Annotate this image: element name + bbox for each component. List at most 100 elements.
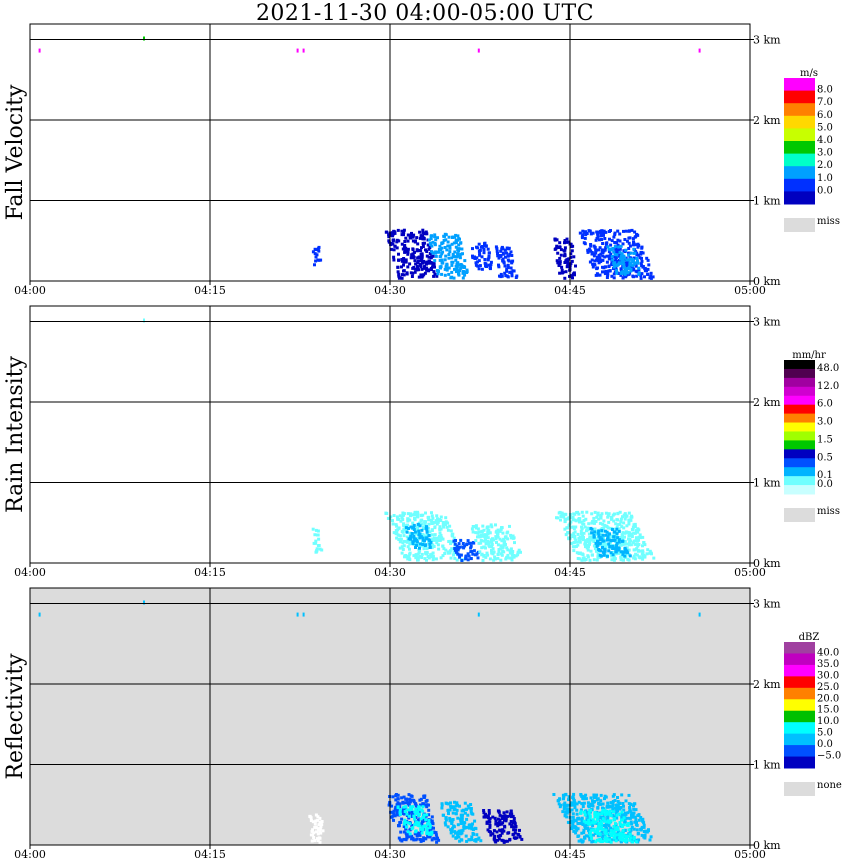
- colorbar-swatch: [784, 166, 815, 180]
- precip-echo: [470, 523, 522, 562]
- colorbar-swatch: [784, 745, 815, 758]
- echo-dot: [698, 612, 701, 617]
- colorbar-label: 5.0: [817, 122, 833, 133]
- colorbar-units: dBZ: [799, 632, 820, 643]
- y-tick-label: 2 km: [753, 678, 781, 691]
- colorbar-legend: m/s 8.07.0 6.05.0 4.0 3.02.0 1.00.0 miss: [784, 68, 840, 232]
- colorbar-label: 8.0: [817, 85, 833, 96]
- precip-echo: [452, 538, 480, 562]
- echo-dot: [296, 48, 299, 53]
- colorbar-label: 1.5: [817, 434, 833, 445]
- x-tick-label: 04:45: [554, 848, 586, 861]
- colorbar-label: 0.5: [817, 452, 833, 463]
- colorbar-legend: mm/hr 48.0 12.0 6.0 3.0 1.5 0.5 0.10.0 miss: [784, 350, 840, 522]
- colorbar-label: 4.0: [817, 135, 833, 146]
- panel-3: 04:00 04:15 04:30 04:45 05:000 km 1 km 2 km 3 k…: [3, 587, 842, 861]
- precip-echo: [427, 232, 469, 280]
- colorbar-label: 6.0: [817, 110, 833, 121]
- x-tick-label: 04:30: [374, 848, 406, 861]
- precip-echo: [308, 813, 325, 844]
- colorbar-swatch: [784, 710, 815, 723]
- colorbar-legend: dBZ 40.035.030.025.020.015.010.05.00.0−5.…: [784, 632, 842, 796]
- precip-echo: [387, 793, 441, 844]
- x-tick-label: 04:15: [194, 284, 226, 297]
- colorbar-swatch: [784, 413, 815, 424]
- colorbar-swatch: [784, 699, 815, 712]
- colorbar-swatch: [784, 458, 815, 468]
- colorbar-swatch: [784, 431, 815, 441]
- x-tick-label: 04:00: [14, 284, 46, 297]
- precip-echo: [606, 244, 641, 276]
- y-tick-label: 1 km: [753, 195, 781, 208]
- colorbar-label: 7.0: [817, 97, 833, 108]
- y-tick-label: 2 km: [753, 396, 781, 409]
- colorbar-label: 48.0: [817, 363, 839, 374]
- colorbar-swatch: [784, 467, 815, 477]
- precip-echo: [494, 245, 519, 279]
- colorbar-label: 12.0: [817, 381, 839, 392]
- colorbar-swatch: [784, 756, 815, 769]
- y-axis-label: Fall Velocity: [3, 84, 28, 220]
- echo-dot: [698, 48, 701, 53]
- page-title: 2021-11-30 04:00-05:00 UTC: [255, 1, 595, 26]
- x-tick-label: 05:00: [734, 848, 766, 861]
- x-tick-label: 04:30: [374, 566, 406, 579]
- x-tick-label: 04:45: [554, 284, 586, 297]
- x-tick-label: 04:00: [14, 566, 46, 579]
- colorbar-swatch: [784, 78, 815, 92]
- precip-echo: [311, 527, 324, 554]
- y-tick-label: 2 km: [753, 114, 781, 127]
- x-tick-label: 04:30: [374, 284, 406, 297]
- colorbar-swatch: [784, 687, 815, 700]
- colorbar-miss-label: miss: [817, 506, 840, 517]
- colorbar-label: 5.0: [817, 728, 833, 739]
- colorbar-miss-swatch: [784, 218, 815, 232]
- x-tick-label: 05:00: [734, 566, 766, 579]
- colorbar-swatch: [784, 103, 815, 117]
- echo-dot: [143, 36, 145, 41]
- precip-echo: [589, 526, 632, 558]
- precip-echo: [579, 808, 638, 844]
- colorbar-swatch: [784, 449, 815, 459]
- colorbar-units: m/s: [800, 68, 818, 79]
- colorbar-miss-swatch: [784, 508, 815, 522]
- colorbar-swatch: [784, 476, 815, 486]
- echo-dot: [477, 48, 480, 53]
- colorbar-miss-label: none: [817, 780, 842, 791]
- x-tick-label: 05:00: [734, 284, 766, 297]
- colorbar-swatch: [784, 722, 815, 735]
- y-tick-label: 3 km: [753, 316, 781, 329]
- y-axis-label: Reflectivity: [3, 653, 28, 780]
- colorbar-swatch: [784, 377, 815, 388]
- panel-2: 04:00 04:15 04:30 04:45 05:000 km 1 km 2 km 3 k…: [3, 305, 840, 579]
- colorbar-label: −5.0: [817, 751, 841, 762]
- precip-echo: [404, 522, 433, 550]
- colorbar-label: 0.0: [817, 479, 833, 490]
- colorbar-swatch: [784, 115, 815, 129]
- colorbar-swatch: [784, 191, 815, 205]
- precip-echo: [482, 809, 524, 844]
- colorbar-swatch: [784, 153, 815, 167]
- y-axis-label: Rain Intensity: [3, 355, 28, 512]
- y-tick-label: 1 km: [753, 477, 781, 490]
- x-tick-label: 04:15: [194, 848, 226, 861]
- x-tick-label: 04:15: [194, 566, 226, 579]
- colorbar-label: 6.0: [817, 399, 833, 410]
- colorbar-swatch: [784, 733, 815, 746]
- colorbar-label: 2.0: [817, 160, 833, 171]
- colorbar-label: 25.0: [817, 682, 839, 693]
- colorbar-label: 15.0: [817, 705, 839, 716]
- colorbar-label: 0.0: [817, 739, 833, 750]
- colorbar-label: 3.0: [817, 148, 833, 159]
- colorbar-label: 0.1: [817, 470, 833, 481]
- echo-dot: [477, 612, 480, 617]
- colorbar-label: 20.0: [817, 693, 839, 704]
- colorbar-label: 1.0: [817, 173, 833, 184]
- colorbar-miss-label: miss: [817, 216, 840, 227]
- colorbar-swatch: [784, 360, 815, 370]
- precip-echo: [471, 241, 493, 271]
- colorbar-swatch: [784, 676, 815, 689]
- y-tick-label: 0 km: [753, 275, 781, 288]
- colorbar-swatch: [784, 128, 815, 142]
